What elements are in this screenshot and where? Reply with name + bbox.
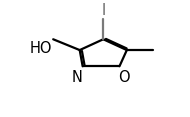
Text: HO: HO	[30, 41, 52, 56]
Text: I: I	[101, 3, 105, 18]
Text: O: O	[118, 70, 130, 85]
Text: N: N	[71, 70, 82, 85]
